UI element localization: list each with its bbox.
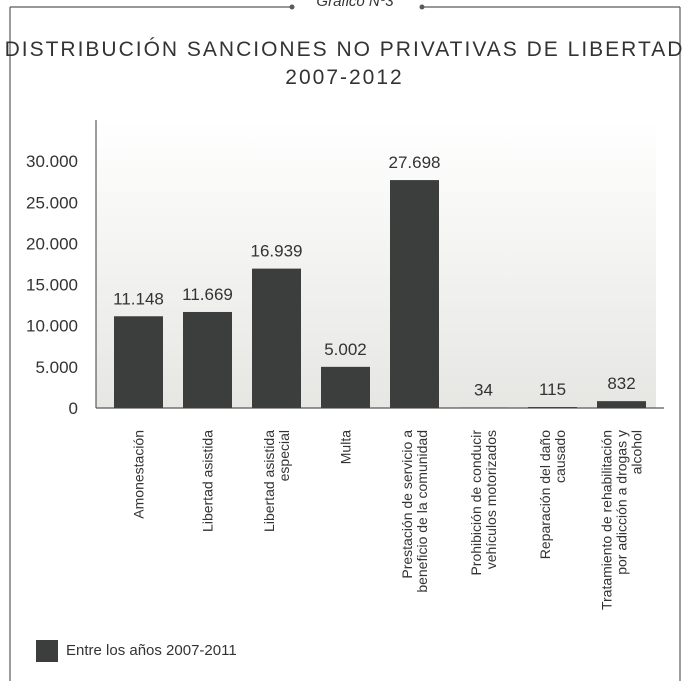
bar-value-label: 11.669 <box>182 285 233 304</box>
bar-value-label: 27.698 <box>389 153 441 172</box>
legend-label: Entre los años 2007-2011 <box>66 642 237 659</box>
category-label: Reparación del daño causado <box>537 430 568 559</box>
bar <box>390 180 439 408</box>
category-label-line: alcohol <box>629 430 645 474</box>
legend-swatch <box>36 640 58 662</box>
bar-value-label: 34 <box>474 381 493 400</box>
category-label-line: Prestación de servicio a <box>399 430 415 579</box>
bar <box>252 268 301 408</box>
category-label-line: Libertad asistida <box>200 430 216 532</box>
figure-label: Gráfico Nº3 <box>316 0 394 10</box>
bar <box>321 366 370 408</box>
category-label: Tratamiento de rehabilitación por adicció… <box>599 430 645 610</box>
category-label-line: Prohibición de conducir <box>468 430 484 576</box>
category-label-line: Amonestación <box>131 430 147 519</box>
y-tick-label: 0 <box>69 399 78 418</box>
y-tick-label: 10.000 <box>26 317 78 336</box>
chart-title: DISTRIBUCIÓN SANCIONES NO PRIVATIVAS DE … <box>4 38 685 61</box>
plot-background <box>96 120 656 408</box>
category-label-line: especial <box>276 430 292 481</box>
bar-value-label: 16.939 <box>251 242 303 261</box>
y-tick-label: 15.000 <box>26 276 78 295</box>
bar <box>597 401 646 408</box>
category-label: Prestación de servicio a beneficio de la … <box>399 430 430 593</box>
bar <box>183 311 232 408</box>
y-tick-label: 20.000 <box>26 234 78 253</box>
y-tick-label: 5.000 <box>35 358 78 377</box>
category-label: Multa <box>338 430 354 464</box>
category-label: Amonestación <box>131 430 147 519</box>
category-label: Libertad asistida <box>200 430 216 532</box>
category-label: Prohibición de conducir vehículos motoriz… <box>468 430 499 576</box>
bar <box>528 407 577 408</box>
category-label-line: por adicción a drogas y <box>614 430 630 575</box>
y-tick-label: 25.000 <box>26 193 78 212</box>
category-label-line: causado <box>552 430 568 483</box>
category-label-line: Libertad asistida <box>261 430 277 532</box>
frame-top-left-dot <box>289 4 295 10</box>
chart-subtitle: 2007-2012 <box>285 66 404 89</box>
bar-value-label: 5.002 <box>324 340 367 359</box>
bar-value-label: 11.148 <box>113 289 164 308</box>
category-label-line: beneficio de la comunidad <box>414 430 430 593</box>
bar <box>114 316 163 408</box>
y-tick-label: 30.000 <box>26 152 78 171</box>
frame-top-right-dot <box>419 4 425 10</box>
category-label-line: Tratamiento de rehabilitación <box>599 430 615 610</box>
category-label-line: vehículos motorizados <box>483 430 499 569</box>
bar-value-label: 115 <box>539 380 566 399</box>
bar-value-label: 832 <box>607 374 635 393</box>
category-label: Libertad asistida especial <box>261 430 292 532</box>
category-label-line: Multa <box>338 430 354 464</box>
category-label-line: Reparación del daño <box>537 430 553 559</box>
